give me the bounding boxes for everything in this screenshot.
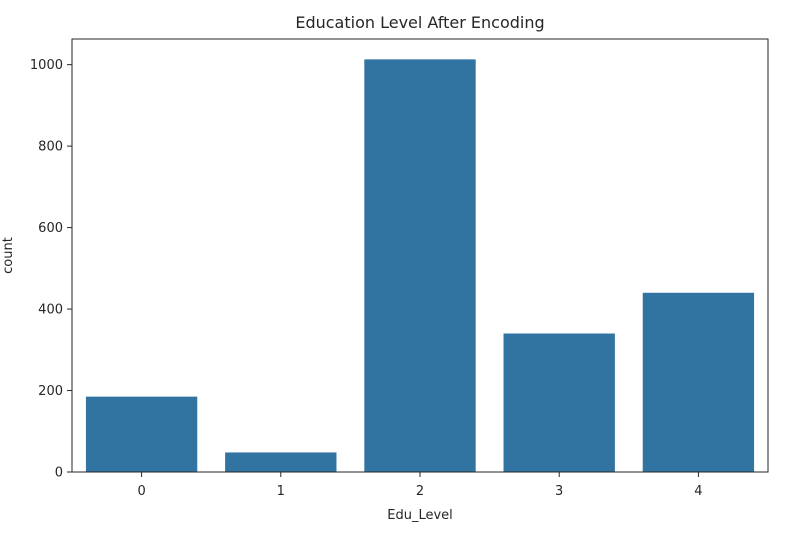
y-tick-label: 200 <box>38 384 63 399</box>
bar-3 <box>503 333 615 472</box>
y-axis: 0 200 400 600 800 1000 <box>30 58 72 481</box>
chart-title: Education Level After Encoding <box>295 13 544 32</box>
y-tick-label: 0 <box>55 466 63 481</box>
x-tick-label: 2 <box>416 484 424 499</box>
y-tick-label: 800 <box>38 140 63 155</box>
bar-2 <box>364 59 476 473</box>
x-tick-label: 0 <box>137 484 145 499</box>
bar-0 <box>85 396 198 472</box>
bars-group <box>85 59 755 473</box>
bar-1 <box>225 452 337 472</box>
y-tick-label: 600 <box>38 221 63 236</box>
bar-4 <box>642 292 755 472</box>
x-tick-label: 1 <box>277 484 285 499</box>
y-axis-label: count <box>1 237 16 274</box>
plot-frame <box>71 38 769 473</box>
x-axis-label: Edu_Level <box>387 508 453 523</box>
x-axis: 0 1 2 3 4 <box>137 472 703 499</box>
y-tick-label: 1000 <box>30 58 63 73</box>
x-tick-label: 4 <box>694 484 702 499</box>
x-tick-label: 3 <box>555 484 563 499</box>
y-tick-label: 400 <box>38 303 63 318</box>
